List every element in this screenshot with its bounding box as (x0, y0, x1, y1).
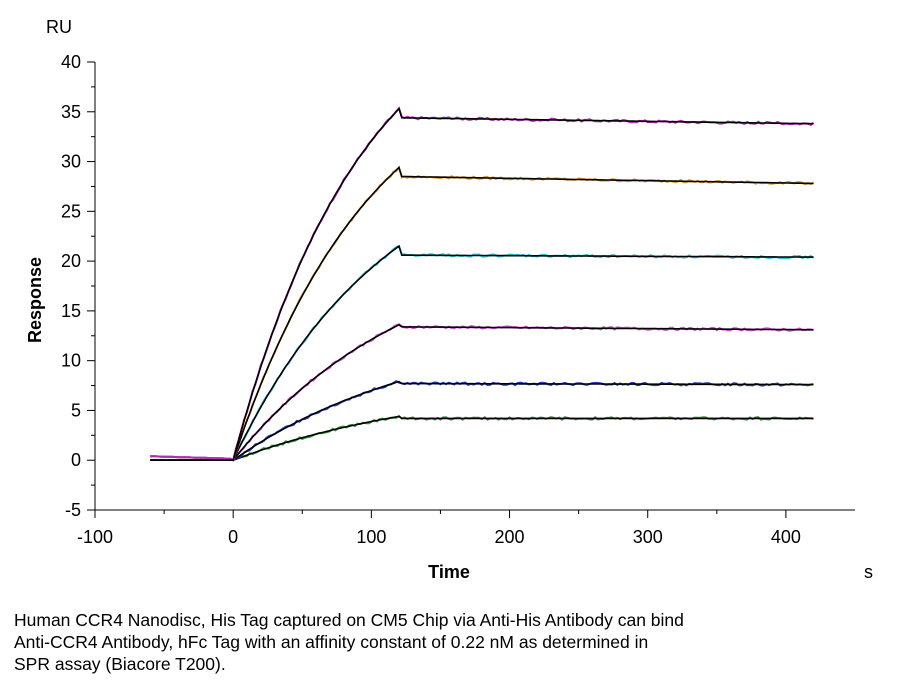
x-tick-label: 100 (356, 527, 386, 547)
sensorgram-series-5 (150, 165, 815, 462)
y-tick-label: 25 (61, 201, 81, 221)
x-tick-label: 0 (228, 527, 238, 547)
x-tick-label: 400 (771, 527, 801, 547)
y-tick-label: 30 (61, 152, 81, 172)
y-tick-label: 20 (61, 251, 81, 271)
sensorgram-series-6 (150, 106, 815, 462)
y-tick-label: 5 (71, 400, 81, 420)
x-axis-ticks: -100 0 100 200 300 400 (77, 510, 801, 547)
y-tick-label: -5 (65, 500, 81, 520)
y-tick-label: 40 (61, 52, 81, 72)
y-tick-label: 0 (71, 450, 81, 470)
y-axis-ticks: -5 0 5 10 15 20 25 30 35 40 (61, 52, 95, 520)
y-unit-label: RU (46, 17, 72, 37)
y-axis-title: Response (25, 257, 45, 343)
y-tick-label: 15 (61, 301, 81, 321)
caption-line-2: Anti-CCR4 Antibody, hFc Tag with an affi… (14, 632, 649, 652)
fit-curve-4 (150, 244, 814, 462)
x-tick-label: -100 (77, 527, 113, 547)
fit-curve-2 (150, 380, 814, 462)
caption-line-1: Human CCR4 Nanodisc, His Tag captured on… (14, 610, 684, 630)
fit-curve-3 (150, 323, 814, 462)
fit-curve-5 (150, 166, 814, 462)
figure-caption: Human CCR4 Nanodisc, His Tag captured on… (14, 609, 834, 675)
series-layer (150, 106, 815, 462)
y-tick-label: 35 (61, 102, 81, 122)
x-tick-label: 300 (633, 527, 663, 547)
axes (94, 62, 855, 511)
x-axis-title: Time (428, 562, 470, 582)
y-tick-label: 10 (61, 351, 81, 371)
fit-curve-6 (150, 107, 814, 462)
x-unit-label: s (864, 562, 873, 582)
fit-curve-1 (150, 415, 814, 462)
caption-line-3: SPR assay (Biacore T200). (14, 654, 226, 674)
x-tick-label: 200 (495, 527, 525, 547)
